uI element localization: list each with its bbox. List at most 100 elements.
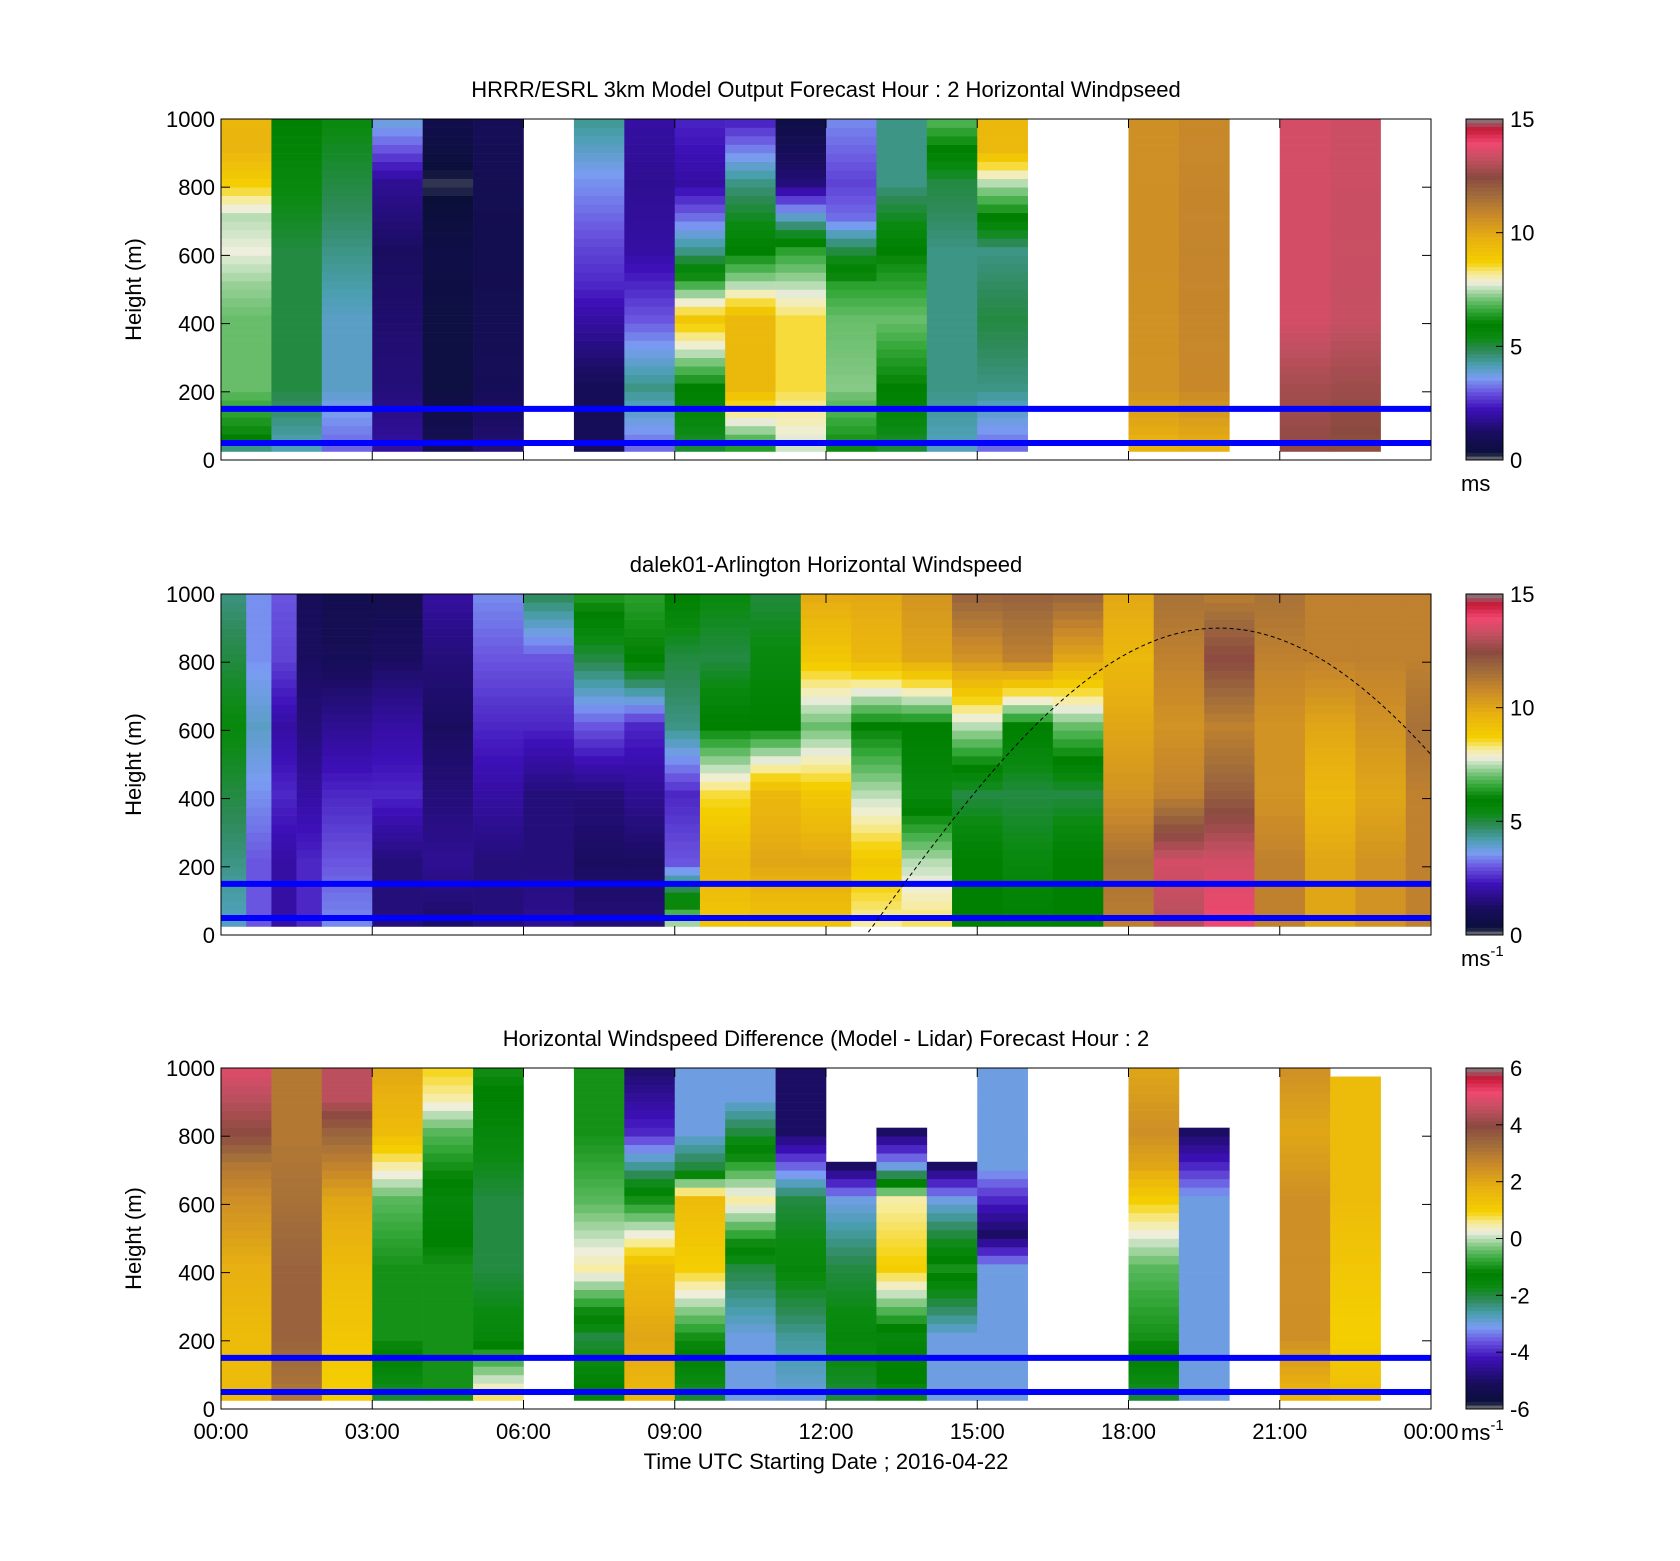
heatmap-cell [473, 127, 524, 137]
heatmap-cell [221, 892, 247, 902]
heatmap-cell [1254, 798, 1306, 808]
heatmap-cell [664, 628, 701, 637]
heatmap-cell [1002, 909, 1054, 919]
heatmap-cell [674, 391, 726, 401]
colorbar-strip [1466, 885, 1503, 890]
heatmap-cell [699, 773, 751, 782]
heatmap-cell [750, 824, 802, 834]
heatmap-cell [624, 781, 665, 791]
heatmap-cell [674, 238, 726, 248]
heatmap-cell [1330, 1323, 1381, 1333]
heatmap-cell [1052, 815, 1104, 825]
heatmap-cell [1153, 704, 1205, 714]
heatmap-cell [221, 136, 272, 145]
colorbar-strip [1466, 734, 1503, 739]
heatmap-cell [296, 628, 323, 637]
heatmap-cell [271, 1340, 323, 1350]
heatmap-cell [473, 841, 524, 851]
heatmap-cell [926, 187, 978, 197]
heatmap-cell [1279, 195, 1331, 205]
heatmap-cell [296, 687, 323, 697]
heatmap-cell [725, 178, 776, 188]
heatmap-cell [1178, 298, 1230, 307]
heatmap-cell [473, 645, 524, 654]
heatmap-cell [422, 1093, 474, 1103]
heatmap-cell [1330, 1357, 1381, 1367]
heatmap-cell [1128, 1332, 1180, 1342]
heatmap-cell [1103, 687, 1155, 697]
heatmap-cell [1330, 272, 1381, 282]
heatmap-cell [523, 747, 575, 757]
heatmap-cell [1204, 781, 1255, 791]
heatmap-cell [271, 866, 297, 876]
heatmap-cell [372, 807, 423, 816]
heatmap-cell [952, 900, 1003, 910]
heatmap-cell [775, 1119, 827, 1128]
heatmap-cell [977, 1195, 1028, 1205]
colorbar-strip [1466, 798, 1503, 803]
heatmap-cell [271, 1187, 323, 1197]
heatmap-cell [977, 1255, 1028, 1265]
heatmap-cell [1330, 1153, 1381, 1163]
heatmap-cell [372, 1315, 423, 1325]
colorbar-strip [1466, 357, 1503, 362]
heatmap-cell [674, 1255, 726, 1265]
colorbar-strip [1466, 1079, 1503, 1084]
heatmap-cell [321, 272, 373, 282]
heatmap-cell [473, 255, 524, 265]
heatmap-cell [624, 1093, 676, 1103]
heatmap-cell [1405, 909, 1431, 919]
heatmap-cell [221, 1315, 272, 1325]
heatmap-cell [775, 1306, 827, 1316]
heatmap-cell [271, 807, 297, 816]
heatmap-cell [699, 611, 751, 620]
heatmap-cell [952, 679, 1003, 689]
heatmap-cell [246, 636, 272, 646]
heatmap-cell [271, 892, 297, 902]
heatmap-cell [473, 892, 524, 902]
heatmap-cell [977, 1076, 1028, 1086]
heatmap-cell [372, 1306, 423, 1316]
heatmap-cell [246, 892, 272, 902]
heatmap-cell [699, 704, 751, 714]
heatmap-cell [1178, 153, 1230, 162]
heatmap-cell [775, 1127, 827, 1137]
heatmap-cell [977, 204, 1028, 214]
heatmap-cell [271, 798, 297, 808]
heatmap-cell [573, 127, 625, 137]
heatmap-cell [422, 366, 474, 376]
heatmap-cell [1304, 662, 1356, 672]
heatmap-cell [523, 824, 575, 834]
colorbar-strip [1466, 722, 1503, 728]
heatmap-cell [1103, 773, 1155, 782]
heatmap-cell [473, 425, 524, 435]
colorbar-strip [1466, 1299, 1503, 1304]
heatmap-cell [573, 866, 625, 876]
heatmap-cell [826, 238, 877, 248]
heatmap-cell [1405, 841, 1431, 851]
heatmap-cell [1128, 246, 1180, 256]
heatmap-cell [1052, 858, 1104, 868]
heatmap-column [473, 594, 524, 927]
heatmap-cell [977, 221, 1028, 231]
heatmap-cell [1304, 781, 1356, 791]
heatmap-cell [221, 357, 272, 367]
heatmap-cell [664, 636, 701, 646]
heatmap-cell [1279, 298, 1331, 307]
heatmap-cell [296, 909, 323, 919]
colorbar-strip [1466, 855, 1503, 860]
heatmap-cell [296, 653, 323, 663]
heatmap-cell [1128, 1161, 1180, 1171]
colorbar-strip [1466, 342, 1503, 347]
heatmap-cell [664, 594, 701, 603]
heatmap-cell [372, 1212, 423, 1222]
heatmap-cell [573, 187, 625, 197]
heatmap-cell [372, 1136, 423, 1146]
heatmap-column [1204, 594, 1255, 927]
heatmap-cell [1153, 832, 1205, 842]
heatmap-cell [473, 832, 524, 842]
colorbar-strip [1466, 1340, 1503, 1345]
heatmap-cell [221, 1264, 272, 1273]
heatmap-cell [725, 263, 776, 273]
heatmap-cell [221, 619, 247, 629]
